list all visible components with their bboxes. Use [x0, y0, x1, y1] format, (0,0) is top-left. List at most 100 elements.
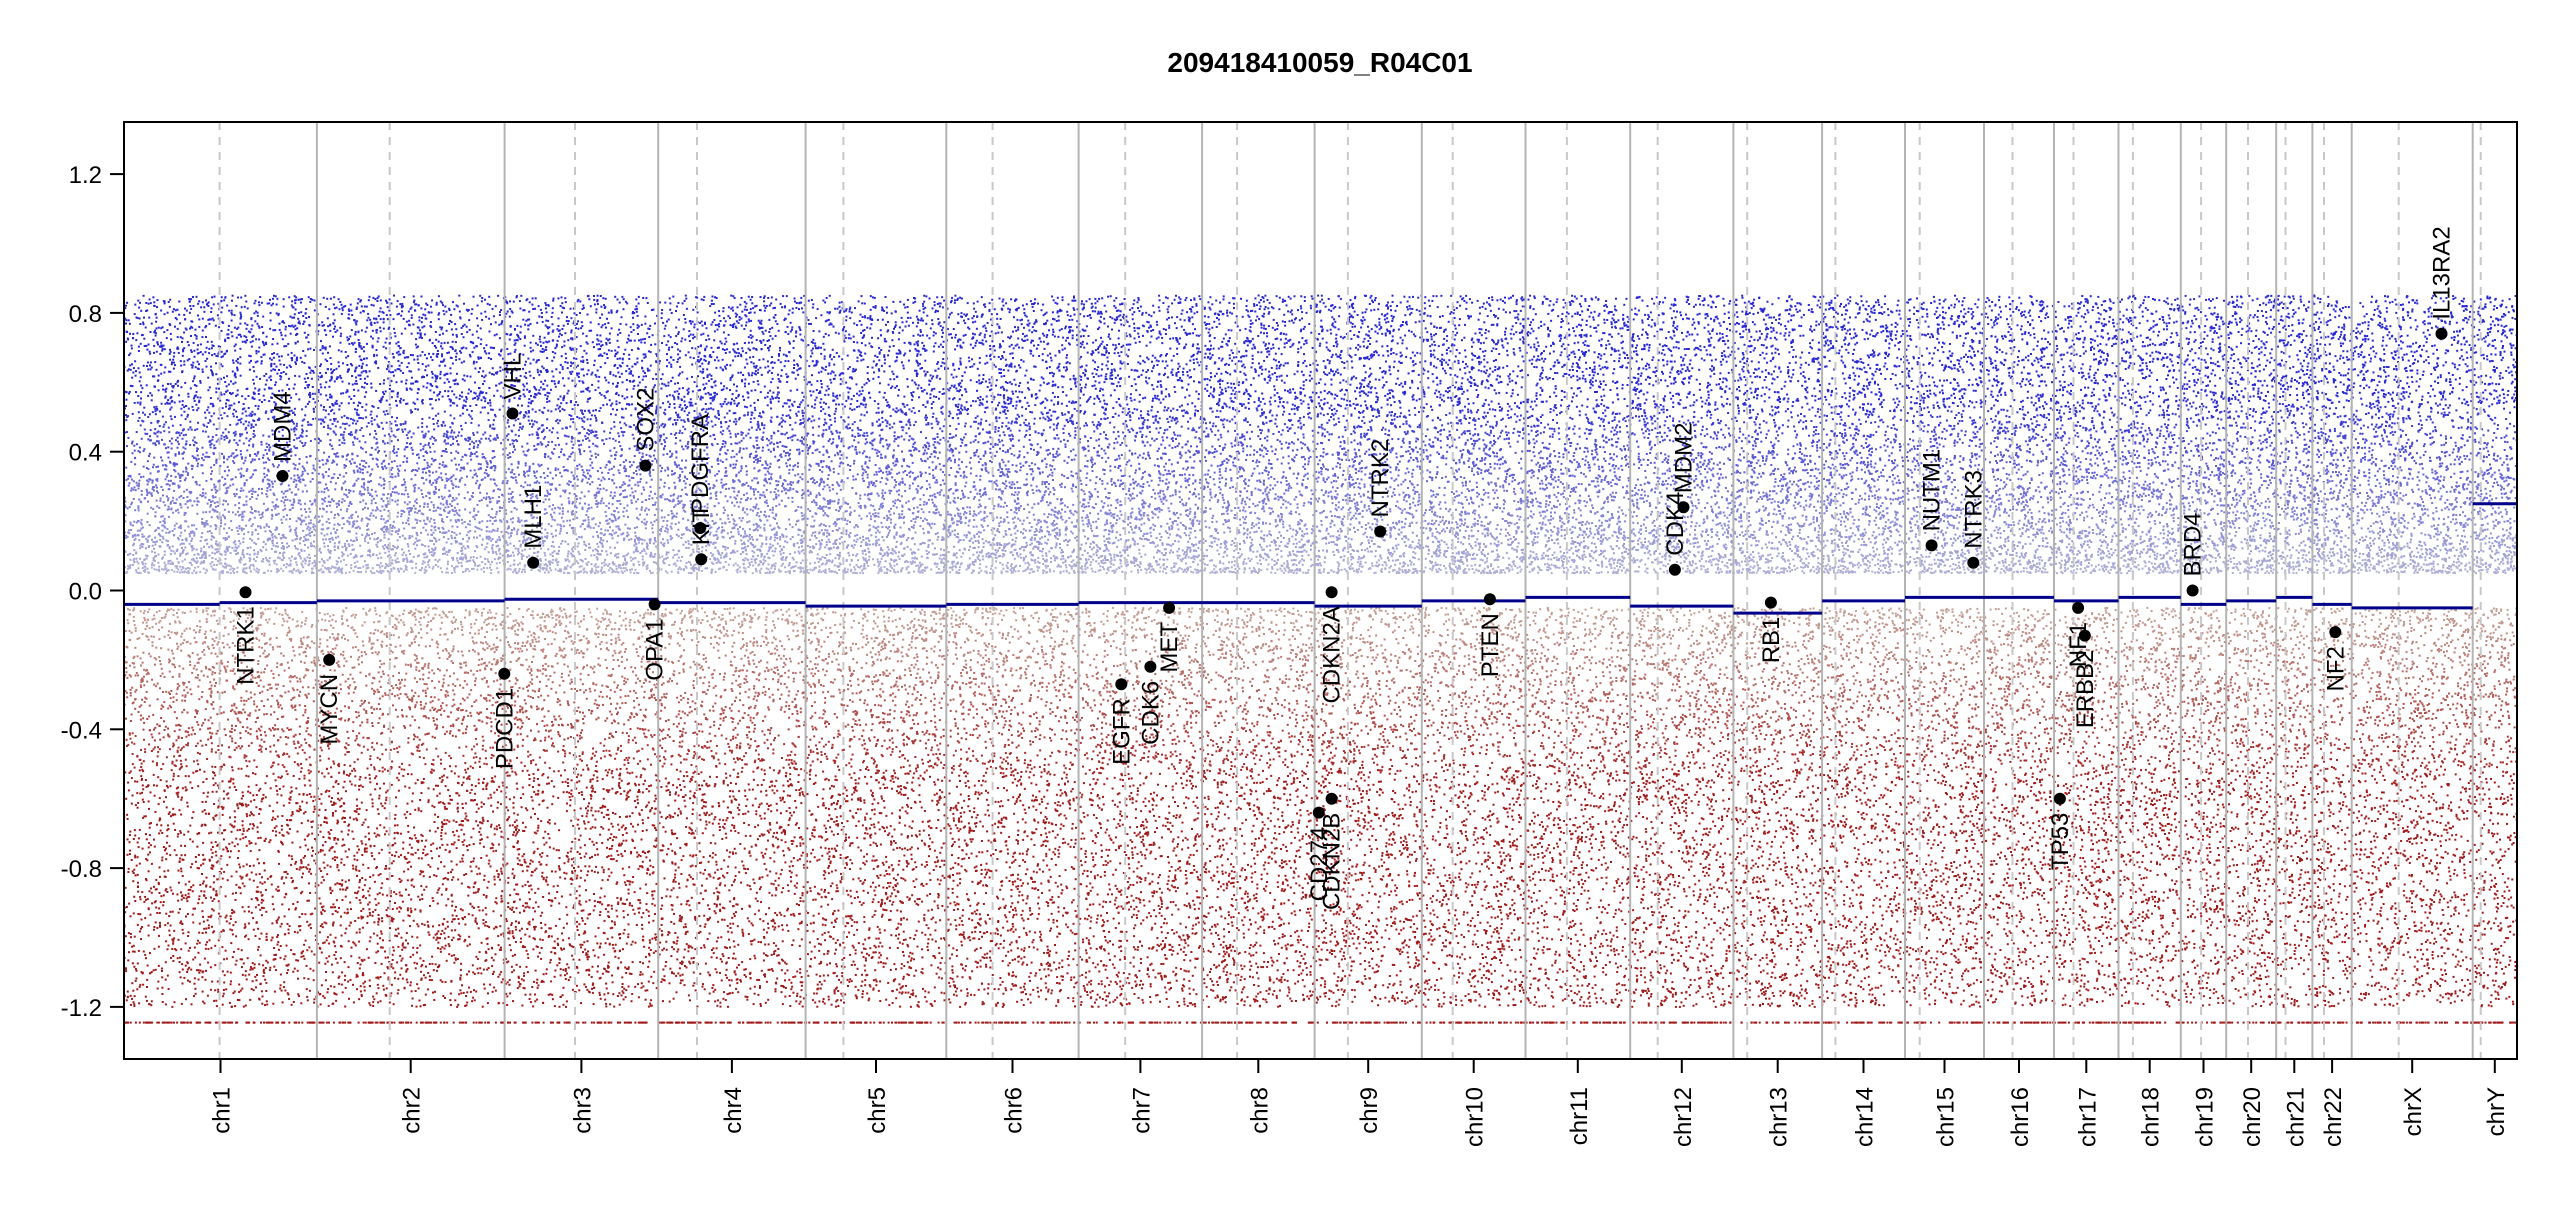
probe-point [215, 462, 217, 464]
probe-point [133, 666, 135, 668]
probe-point [135, 980, 137, 982]
probe-point [304, 378, 306, 380]
probe-point [232, 778, 234, 780]
probe-point [170, 690, 172, 692]
probe-point [130, 564, 132, 566]
probe-point [209, 511, 211, 513]
probe-point [153, 684, 155, 686]
probe-point [307, 334, 309, 336]
probe-point [232, 371, 234, 373]
probe-point [177, 485, 179, 487]
probe-point [221, 476, 223, 478]
probe-point [237, 511, 239, 513]
probe-point [221, 307, 223, 309]
probe-point [291, 877, 293, 879]
probe-point [223, 615, 225, 617]
probe-point [271, 1022, 273, 1024]
probe-point [132, 489, 134, 491]
probe-point [144, 566, 146, 568]
probe-point [292, 676, 294, 678]
probe-point [313, 565, 315, 567]
probe-point [148, 870, 150, 872]
probe-point [140, 775, 142, 777]
probe-point [153, 564, 155, 566]
probe-point [160, 895, 162, 897]
probe-point [236, 747, 238, 749]
probe-point [126, 677, 128, 679]
probe-point [155, 413, 157, 415]
probe-point [187, 341, 189, 343]
probe-point [218, 551, 220, 553]
probe-point [288, 388, 290, 390]
probe-point [160, 327, 162, 329]
probe-point [303, 540, 305, 542]
probe-point [145, 858, 147, 860]
probe-point [238, 991, 240, 993]
probe-point [200, 740, 202, 742]
probe-point [182, 453, 184, 455]
probe-point [273, 465, 275, 467]
probe-point [280, 984, 282, 986]
probe-point [272, 673, 274, 675]
probe-point [244, 754, 246, 756]
probe-point [210, 467, 212, 469]
probe-point [211, 673, 213, 675]
probe-point [313, 700, 315, 702]
probe-point [166, 891, 168, 893]
probe-point [280, 945, 282, 947]
probe-point [133, 521, 135, 523]
probe-point [308, 401, 310, 403]
probe-point [207, 422, 209, 424]
probe-point [207, 948, 209, 950]
probe-point [302, 530, 304, 532]
probe-point [188, 298, 190, 300]
probe-point [223, 528, 225, 530]
probe-point [188, 681, 190, 683]
probe-point [207, 796, 209, 798]
probe-point [194, 457, 196, 459]
probe-point [241, 745, 243, 747]
probe-point [156, 505, 158, 507]
probe-point [136, 672, 138, 674]
probe-point [148, 842, 150, 844]
probe-point [139, 863, 141, 865]
probe-point [266, 775, 268, 777]
probe-point [295, 1022, 297, 1024]
probe-point [215, 548, 217, 550]
probe-point [233, 951, 235, 953]
probe-point [225, 435, 227, 437]
probe-point [259, 296, 261, 298]
probe-point [213, 303, 215, 305]
probe-point [156, 487, 158, 489]
probe-point [180, 749, 182, 751]
probe-point [145, 563, 147, 565]
probe-point [225, 950, 227, 952]
probe-point [211, 557, 213, 559]
probe-point [205, 511, 207, 513]
probe-point [281, 990, 283, 992]
probe-point [211, 742, 213, 744]
probe-point [179, 908, 181, 910]
probe-point [162, 538, 164, 540]
probe-point [214, 672, 216, 674]
probe-point [185, 789, 187, 791]
probe-point [163, 801, 165, 803]
probe-point [298, 312, 300, 314]
probe-point [253, 865, 255, 867]
probe-point [176, 854, 178, 856]
probe-point [198, 898, 200, 900]
probe-point [231, 310, 233, 312]
probe-point [142, 662, 144, 664]
probe-point [163, 870, 165, 872]
probe-point [242, 513, 244, 515]
probe-point [125, 467, 127, 469]
probe-point [210, 501, 212, 503]
probe-point [257, 858, 259, 860]
probe-point [303, 866, 305, 868]
probe-point [266, 336, 268, 338]
probe-point [197, 349, 199, 351]
probe-point [142, 420, 144, 422]
probe-point [242, 837, 244, 839]
probe-point [179, 401, 181, 403]
probe-point [244, 885, 246, 887]
